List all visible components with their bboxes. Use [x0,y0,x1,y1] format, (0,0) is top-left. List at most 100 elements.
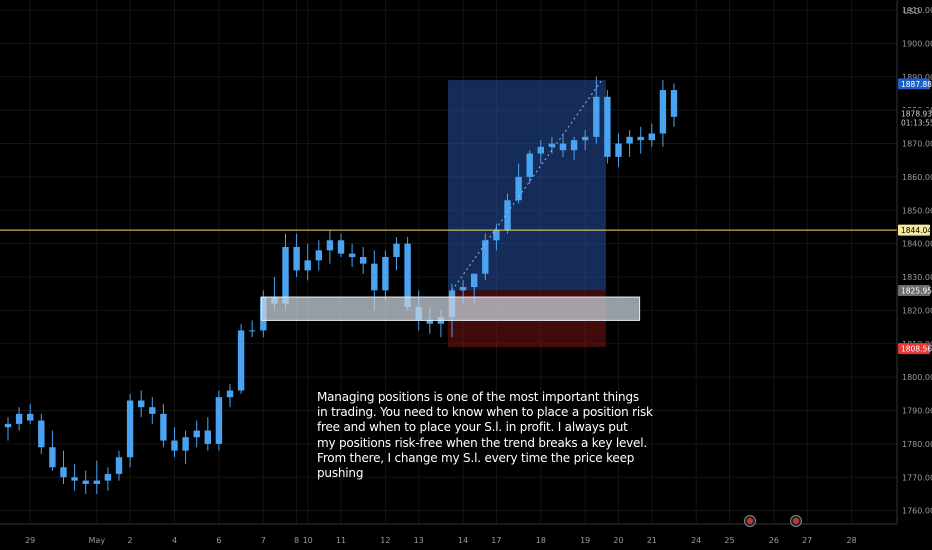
price-tick-label: 1760.00 [902,507,932,516]
candle-body[interactable] [459,287,467,291]
candle-body[interactable] [293,246,300,271]
candle-body[interactable] [193,430,200,438]
candle-body[interactable] [648,133,655,141]
time-tick-label: 11 [336,536,346,545]
icon-dot [747,518,753,524]
candle-body[interactable] [348,253,356,257]
candle-body[interactable] [171,440,178,451]
candle-body[interactable] [548,143,556,147]
candle-body[interactable] [237,330,245,391]
candle-body[interactable] [138,400,145,408]
price-tick-label: 1870.00 [902,140,932,149]
price-tick-label: 1840.00 [902,240,932,249]
price-tag [898,343,930,355]
candle-body[interactable] [60,467,67,478]
candle-body[interactable] [249,330,256,332]
time-tick-label: 4 [172,536,177,545]
annotation-text: Managing positions is one of the most im… [317,390,653,481]
candle-body[interactable] [82,480,89,484]
support-zone [260,296,641,321]
price-tick-label: 1890.00 [902,73,932,82]
candle-body[interactable] [38,420,45,448]
time-tick-label: 2 [128,536,133,545]
price-tick-label: 1800.00 [902,373,932,382]
time-tick-label: 27 [802,536,812,545]
candle-body[interactable] [282,246,289,304]
candle-body[interactable] [71,477,78,481]
candle-body[interactable] [215,397,223,444]
candle-body[interactable] [382,256,389,291]
candle-body[interactable] [526,153,533,177]
candle-body[interactable] [626,136,633,144]
candle-body[interactable] [126,400,134,458]
candle-body[interactable] [493,230,500,241]
candle-body[interactable] [393,243,400,257]
candle-body[interactable] [104,473,112,481]
candle-body[interactable] [4,423,12,428]
candle-body[interactable] [570,140,578,151]
candle-body[interactable] [615,143,622,157]
candle-body[interactable] [27,413,34,421]
price-tick-label: 1830.00 [902,273,932,282]
candle-body[interactable] [360,256,367,264]
candle-body[interactable] [315,250,322,261]
zones [448,80,606,348]
icon-dot [793,518,799,524]
price-tag-label: 1878.93 [901,110,932,119]
candle-body[interactable] [226,390,234,398]
time-tick-label: 26 [769,536,779,545]
candle-body[interactable] [559,143,567,151]
price-axis[interactable]: USD 1760.00 1770.00 1780.00 1790.00 1800.00 18… [896,0,932,524]
candle-body[interactable] [49,447,56,468]
candle-body[interactable] [659,90,667,134]
price-tag-label: 1808.56 [901,345,932,354]
overlays [0,79,897,321]
candle-body[interactable] [204,430,211,444]
time-tick-label: 28 [847,536,857,545]
price-tag [898,224,930,236]
candle-body[interactable] [504,200,511,231]
candle-body[interactable] [15,413,23,424]
time-tick-label: 21 [647,536,657,545]
candle-body[interactable] [582,136,589,141]
candle-body[interactable] [371,263,378,291]
candle-body[interactable] [593,96,600,137]
time-tick-label: 19 [580,536,590,545]
candle-body[interactable] [670,90,678,117]
time-tick-label: 8 [294,536,299,545]
price-tick-label: 1900.00 [902,39,932,48]
time-tick-label: 29 [25,536,35,545]
price-tick-label: 1790.00 [902,407,932,416]
time-tick-label: 10 [303,536,313,545]
price-tick-label: 1910.00 [902,6,932,15]
price-tick-label: 1770.00 [902,473,932,482]
time-tick-label: 12 [380,536,390,545]
price-tick-label: 1820.00 [902,306,932,315]
candle-body[interactable] [115,457,123,474]
candle-body[interactable] [149,407,156,414]
candle-body[interactable] [515,176,522,201]
trend-dotted-line [451,79,603,291]
candle-body[interactable] [326,240,334,251]
candle-body[interactable] [426,320,433,324]
event-icons[interactable] [744,515,802,527]
candle-body[interactable] [637,136,644,141]
time-tick-label: May [89,536,106,545]
candle-body[interactable] [482,240,489,274]
flag-icon-1[interactable] [744,515,756,527]
candlesticks[interactable] [4,76,678,494]
price-tag-label: 1887.88 [901,80,932,89]
flag-icon-2[interactable] [790,515,802,527]
candle-body[interactable] [537,146,544,154]
candle-body[interactable] [404,243,411,308]
candle-body[interactable] [182,437,189,451]
candle-body[interactable] [304,260,311,271]
candle-body[interactable] [604,96,611,157]
price-tag [898,285,930,297]
candle-body[interactable] [93,480,100,484]
candle-body[interactable] [337,240,345,254]
candle-body[interactable] [471,273,478,288]
candle-body[interactable] [160,413,167,441]
